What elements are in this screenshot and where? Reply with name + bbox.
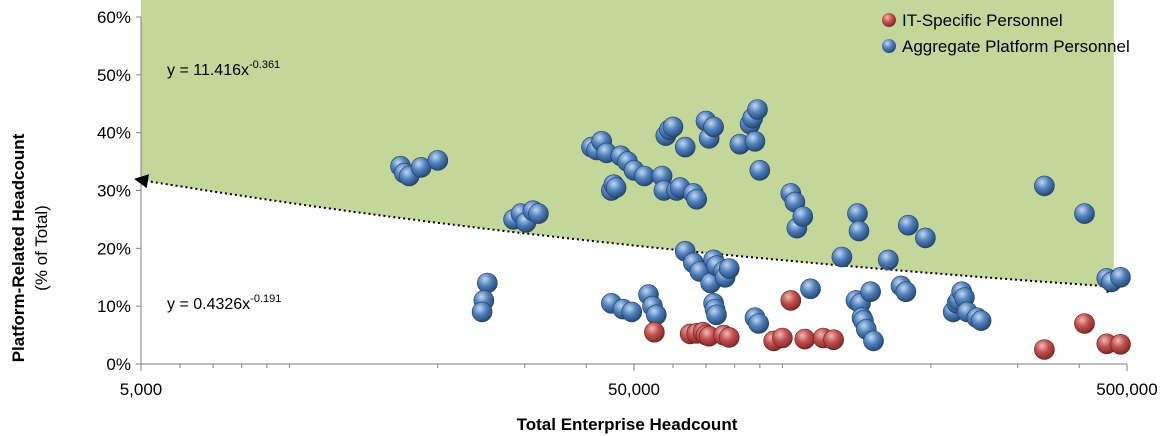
aggregate-platform-point [476,272,498,294]
aggregate-platform-point [749,160,771,181]
aggregate-platform-point [792,206,814,227]
aggregate-platform-point [748,313,770,334]
x-tick-label: 5,000 [120,380,163,399]
it-specific-point [1110,333,1131,355]
aggregate-platform-point [703,116,724,138]
it-specific-point [794,328,816,350]
aggregate-platform-point [863,330,884,352]
y-tick-label: 60% [97,8,131,27]
aggregate-platform-point [686,188,708,210]
aggregate-platform-point [706,304,727,326]
aggregate-platform-point [744,131,766,152]
aggregate-platform-point [621,301,643,323]
x-tick-label: 500,000 [1096,380,1157,399]
y-tick-label: 40% [97,124,131,143]
aggregate-platform-point [970,310,992,331]
aggregate-platform-point [1074,203,1095,224]
aggregate-platform-point [662,116,684,138]
aggregate-platform-point [1034,175,1055,197]
aggregate-platform-point [848,220,870,242]
axes: 0% 10% 20% 30% 40% 50% 60% 5,000 50,000 500,000 [97,8,1158,399]
aggregate-platform-point [674,136,696,158]
y-axis-subtitle: (% of Total) [32,205,51,291]
y-tick-label: 20% [97,239,131,258]
aggregate-platform-point [915,227,936,249]
y-tick-label: 0% [106,355,131,374]
aggregate-platform-point [427,150,449,171]
aggregate-platform-point [877,249,899,271]
legend-label-aggregate-platform: Aggregate Platform Personnel [902,37,1130,56]
aggregate-platform-point [847,203,868,224]
trendline-lower-equation: y = 0.4326x-0.191 [167,293,281,313]
it-specific-point [1074,313,1095,334]
aggregate-platform-point [605,177,627,198]
aggregate-platform-point [800,278,821,300]
trendlines [134,174,1121,294]
it-specific-point [1034,339,1055,360]
y-axis-title: Platform-Related Headcount [9,133,28,362]
x-axis-title: Total Enterprise Headcount [517,415,738,434]
legend: IT-Specific Personnel Aggregate Platform… [882,11,1130,56]
legend-marker-aggregate-platform [882,39,896,53]
it-specific-point [644,321,665,343]
aggregate-platform-point [471,301,493,323]
it-specific-point [718,327,740,348]
it-specific-point [823,329,844,351]
it-specific-point [772,327,793,349]
it-specific-point [780,290,802,311]
aggregate-platform-point [860,281,881,303]
aggregate-platform-point [1110,266,1131,288]
x-tick-label: 50,000 [608,380,660,399]
y-tick-label: 30% [97,182,131,201]
trendline-lower [134,174,1121,294]
y-tick-label: 10% [97,297,131,316]
aggregate-platform-point [528,203,549,224]
aggregate-platform-point [747,99,768,120]
aggregate-platform-point [897,214,919,236]
trendline-upper-equation: y = 11.416x-0.361 [167,59,280,79]
data-points [390,99,1131,360]
aggregate-platform-point [634,165,655,187]
legend-marker-it-specific [882,13,896,27]
aggregate-platform-point [831,246,853,268]
y-tick-label: 50% [97,66,131,85]
aggregate-platform-point [645,304,667,326]
aggregate-platform-point [895,281,917,303]
aggregate-platform-point [718,258,740,279]
legend-label-it-specific: IT-Specific Personnel [902,11,1063,30]
